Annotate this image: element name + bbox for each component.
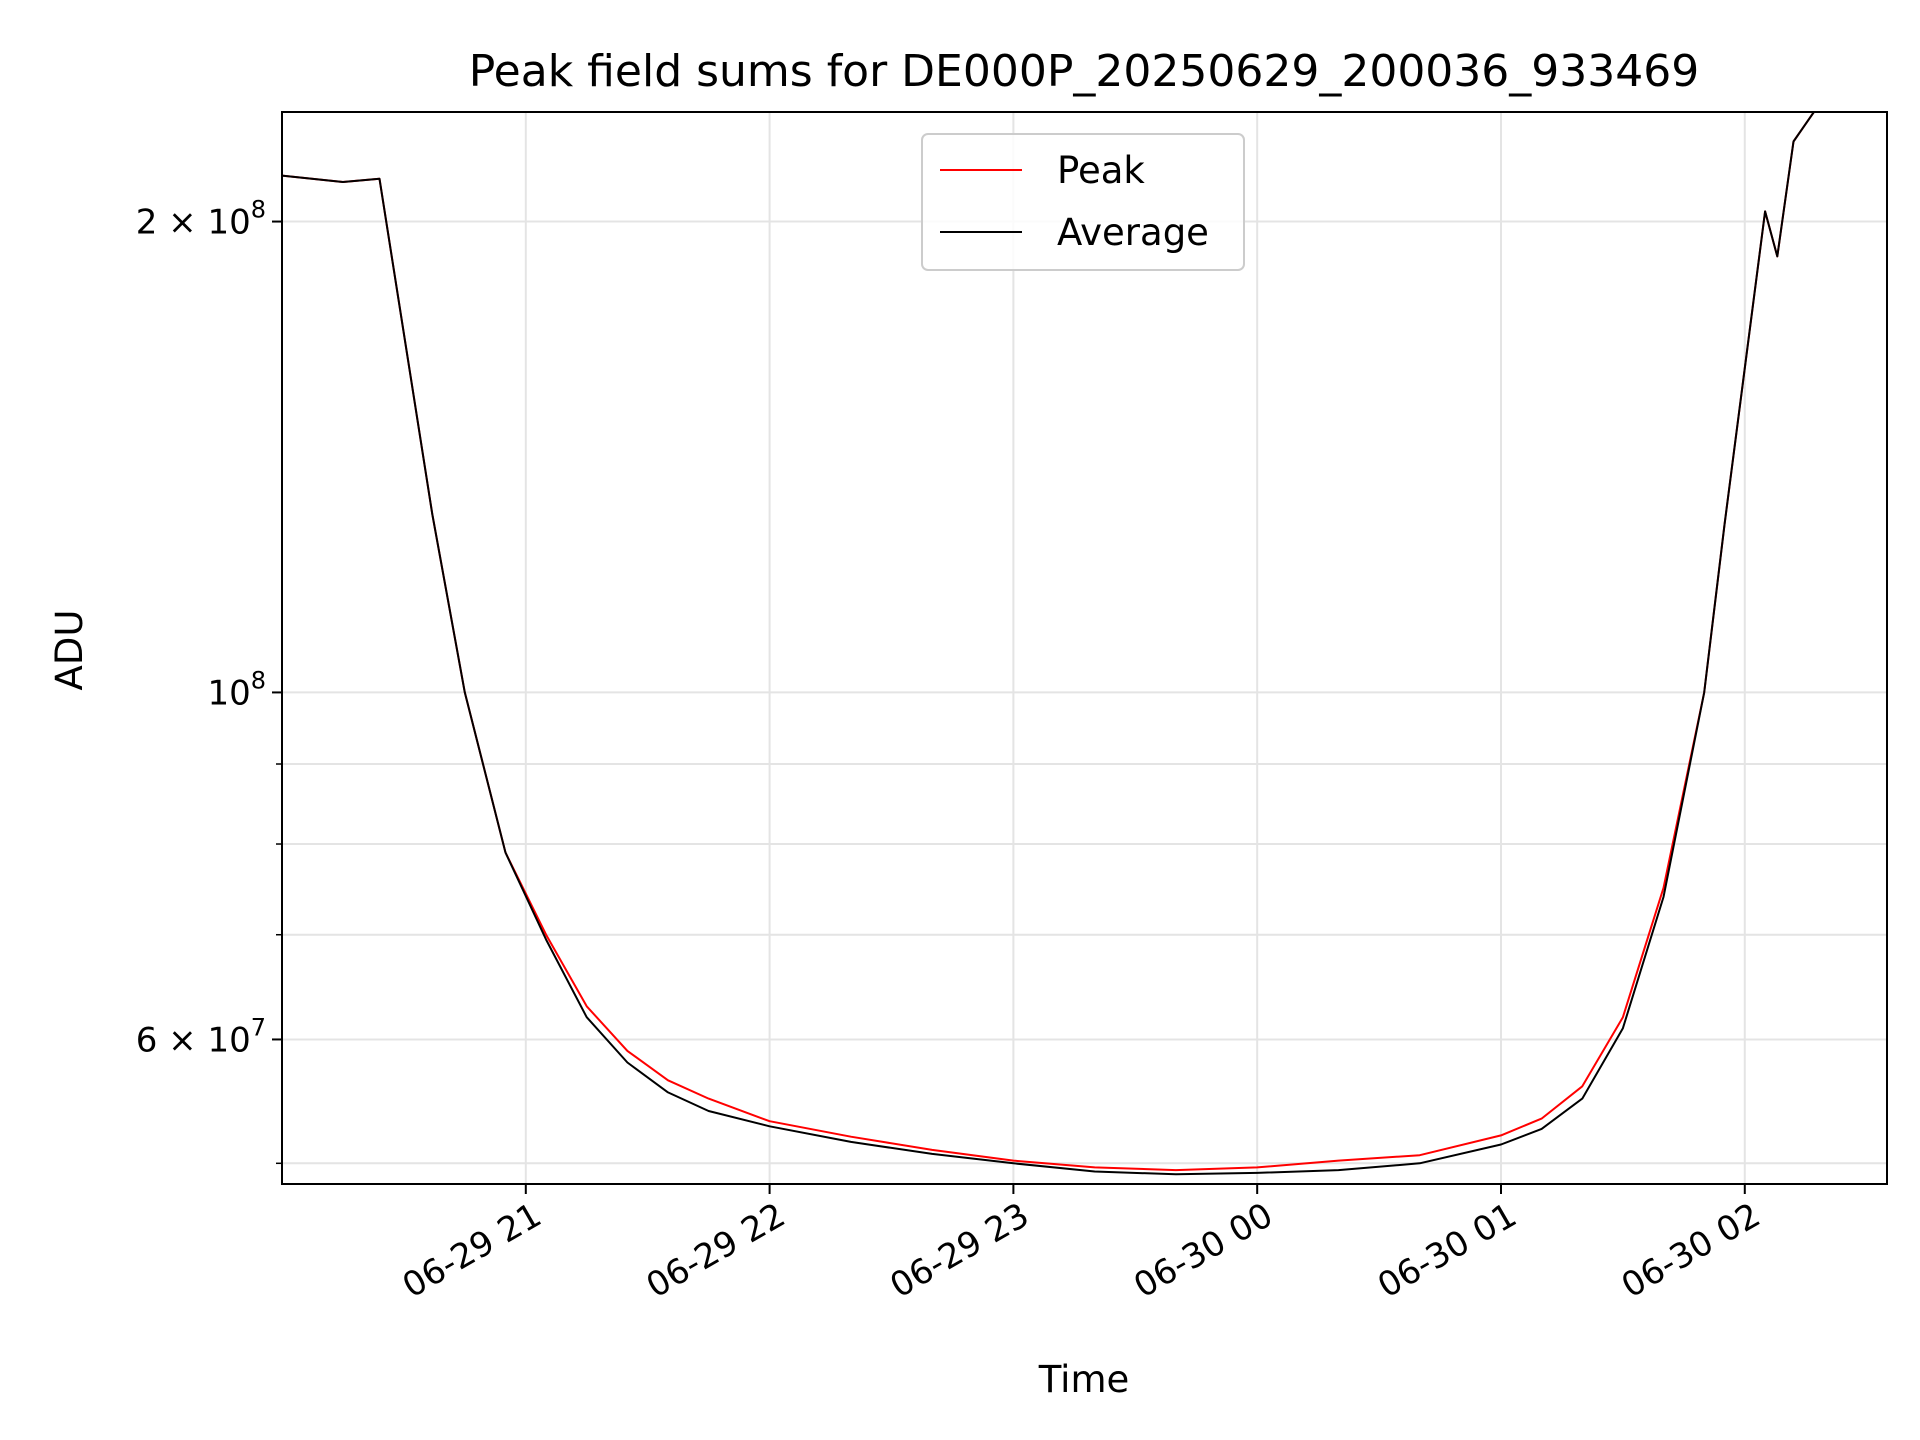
x-axis-label: Time: [1038, 1358, 1130, 1401]
y-tick-label: 108: [207, 666, 266, 713]
y-tick-label: 2 × 108: [136, 196, 266, 243]
legend: Peak Average: [921, 133, 1245, 271]
y-axis-label: ADU: [48, 610, 91, 691]
plot-frame: [281, 111, 1888, 1185]
legend-label: Average: [1057, 211, 1209, 254]
legend-label: Peak: [1057, 149, 1145, 192]
series-layer: [282, 112, 1815, 1176]
series-line-average: [282, 112, 1815, 1176]
chart-title: Peak field sums for DE000P_20250629_2000…: [469, 46, 1700, 97]
grid: [282, 112, 1887, 1184]
y-tick-label: 6 × 107: [136, 1013, 266, 1060]
legend-box: [921, 133, 1245, 271]
